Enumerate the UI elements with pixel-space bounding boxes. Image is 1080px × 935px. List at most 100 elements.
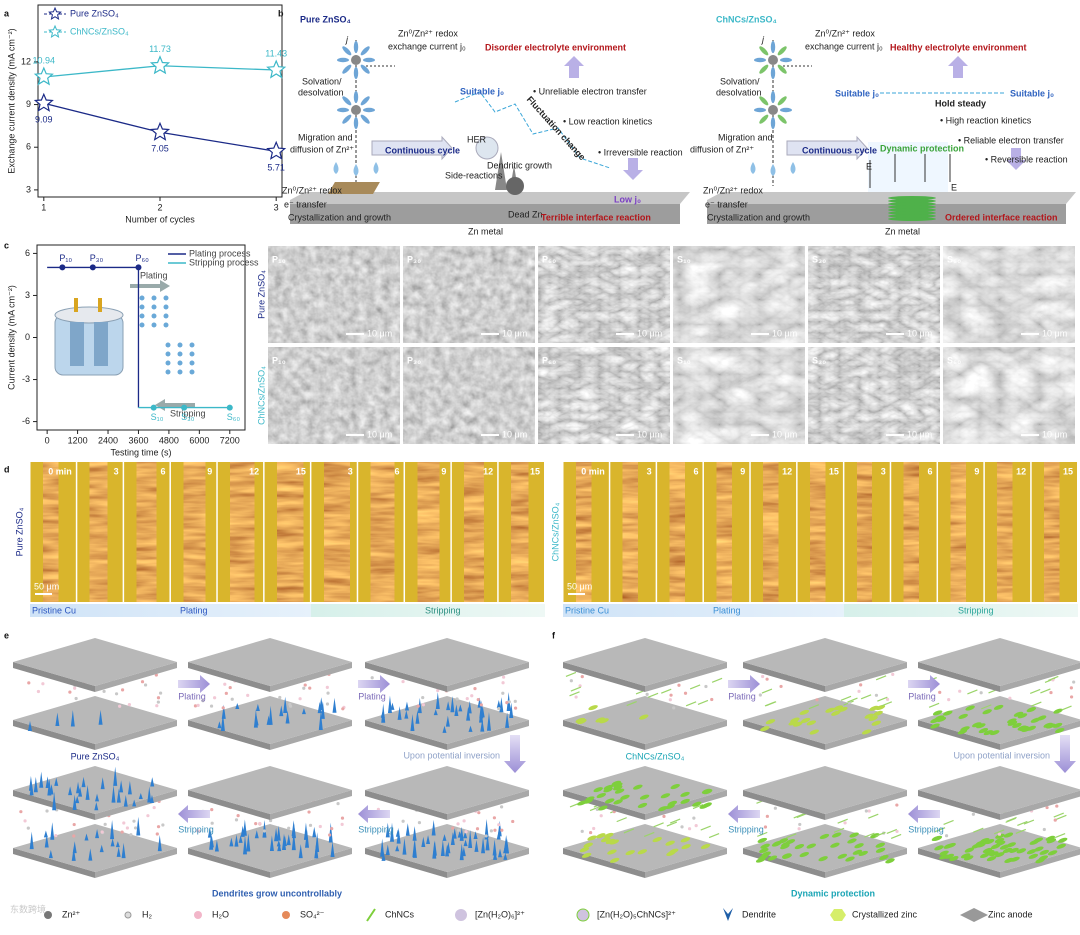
frame-label: 6 — [395, 466, 400, 476]
cell-top — [54, 306, 124, 324]
dendrite — [68, 786, 73, 796]
dendrite — [70, 709, 75, 727]
frame-label: 0 min — [48, 466, 72, 476]
dendrite — [404, 701, 409, 711]
particle — [464, 830, 468, 834]
scale-label: 50 μm — [34, 581, 59, 591]
particle — [103, 822, 107, 826]
sheet — [599, 718, 609, 724]
tile-label: P₃₀ — [407, 254, 421, 264]
y-tick-label: 6 — [25, 248, 30, 258]
particle — [580, 674, 584, 679]
zinc-anode-side — [1000, 720, 1080, 750]
particle — [1069, 695, 1074, 699]
sheet — [936, 716, 947, 722]
sheet — [806, 843, 817, 849]
y-tick-label: 9 — [26, 99, 31, 109]
sheet — [838, 706, 848, 712]
legend-icon — [960, 908, 988, 922]
zinc-anode-side — [95, 720, 177, 750]
chncs-layer — [888, 196, 936, 200]
chncs — [943, 819, 954, 825]
scale-label: 10 μm — [907, 429, 932, 439]
b-label: E — [951, 182, 957, 192]
chncs — [1053, 812, 1064, 818]
particle — [102, 689, 106, 693]
chncs-layer — [888, 205, 936, 209]
particle — [773, 806, 777, 810]
sheet — [603, 787, 613, 793]
zn-deposit — [417, 462, 440, 602]
sheet — [637, 802, 648, 808]
x-tick-label: 1200 — [68, 435, 88, 445]
particle — [129, 833, 133, 837]
zn-deposit — [277, 462, 304, 602]
dendrite — [395, 845, 400, 852]
stage-bar — [843, 604, 1078, 617]
frame-label: 12 — [782, 466, 792, 476]
particle — [140, 680, 145, 684]
ion — [139, 295, 145, 301]
dendrite — [76, 781, 81, 794]
solvent — [342, 46, 352, 56]
particle — [132, 819, 136, 823]
zinc-anode-side — [188, 662, 270, 692]
particle — [645, 692, 649, 696]
panel-caption: Dendrites grow uncontrollably — [212, 888, 342, 898]
sheet — [600, 837, 611, 843]
particle — [193, 704, 198, 708]
particle — [213, 696, 217, 700]
chncs — [647, 692, 659, 698]
ion — [165, 360, 171, 366]
tile-label: P₁₀ — [272, 254, 286, 264]
dendrite — [505, 839, 510, 854]
legend-marker — [48, 24, 62, 38]
sheet — [932, 710, 943, 716]
solvent — [759, 96, 769, 106]
particle — [687, 827, 692, 831]
drop — [373, 162, 379, 174]
sheet — [652, 837, 662, 843]
sheet — [994, 837, 1005, 844]
zinc-anode — [918, 766, 1080, 814]
dendrite — [390, 702, 395, 710]
cycle-arrow — [786, 135, 868, 161]
b-label: Crystallization and growth — [288, 212, 391, 222]
dendrite — [468, 829, 473, 848]
y-tick-label: 12 — [21, 56, 31, 66]
sheet — [1046, 838, 1057, 844]
y-tick-label: -3 — [22, 374, 30, 384]
particle — [592, 826, 596, 831]
zinc-anode-side — [825, 662, 907, 692]
dendrite — [493, 849, 498, 860]
sheet — [1026, 707, 1037, 713]
process-arrow — [358, 675, 390, 693]
dendrite — [119, 780, 124, 793]
point — [226, 404, 233, 411]
dendrite — [385, 822, 390, 838]
particle — [417, 821, 422, 825]
scale-label: 10 μm — [367, 328, 392, 338]
zn-deposit — [89, 462, 108, 602]
sheet — [1007, 718, 1017, 724]
scale-label: 10 μm — [637, 328, 662, 338]
panel-caption: Dynamic protection — [791, 888, 875, 898]
sheet — [665, 840, 675, 846]
dendrite — [43, 830, 48, 838]
dendrite — [380, 838, 385, 857]
dendrite — [432, 841, 437, 859]
particle — [254, 822, 258, 826]
dendrite — [397, 706, 402, 720]
chncs — [1015, 828, 1027, 834]
sheet — [1030, 717, 1041, 723]
b-label: Terrible interface reaction — [541, 212, 651, 222]
b-label: Side-reactions — [445, 170, 503, 180]
sheet — [613, 799, 623, 805]
dendrite — [315, 832, 320, 852]
legend-icon — [576, 908, 590, 922]
dendrite — [402, 838, 407, 855]
dendrite — [466, 706, 471, 721]
particle — [125, 826, 129, 830]
sheet — [1055, 727, 1065, 734]
legend-label: H₂ — [142, 909, 152, 919]
